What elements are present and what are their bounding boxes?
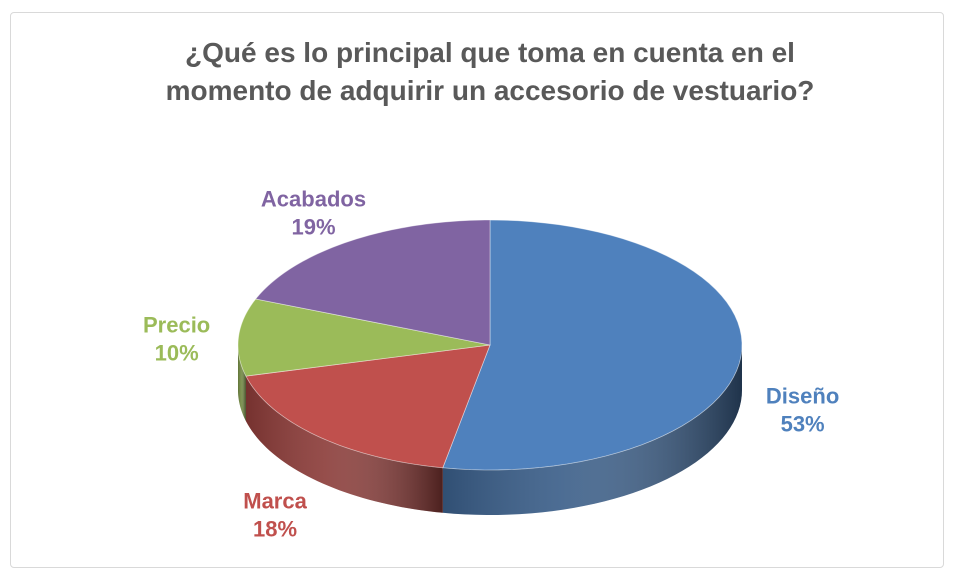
slice-side-shade [245, 376, 443, 513]
data-label-value: 10% [155, 341, 199, 366]
slice [237, 298, 491, 377]
data-label-value: 19% [291, 215, 335, 240]
data-label-value: 53% [781, 412, 825, 437]
data-label-name: Diseño [766, 384, 839, 409]
chart-frame [10, 12, 944, 568]
pie-sides [238, 345, 742, 515]
data-label-value: 18% [253, 516, 297, 541]
slice-side-shade [238, 345, 246, 422]
data-label-name: Acabados [261, 187, 366, 212]
slice [442, 219, 743, 471]
pie-tops [237, 219, 743, 471]
data-label-name: Precio [143, 313, 210, 338]
chart-title: ¿Qué es lo principal que toma en cuenta … [165, 37, 815, 106]
slice-side-shade [442, 345, 742, 515]
slice [254, 219, 491, 346]
slice [245, 344, 491, 469]
data-label-name: Marca [243, 488, 307, 513]
